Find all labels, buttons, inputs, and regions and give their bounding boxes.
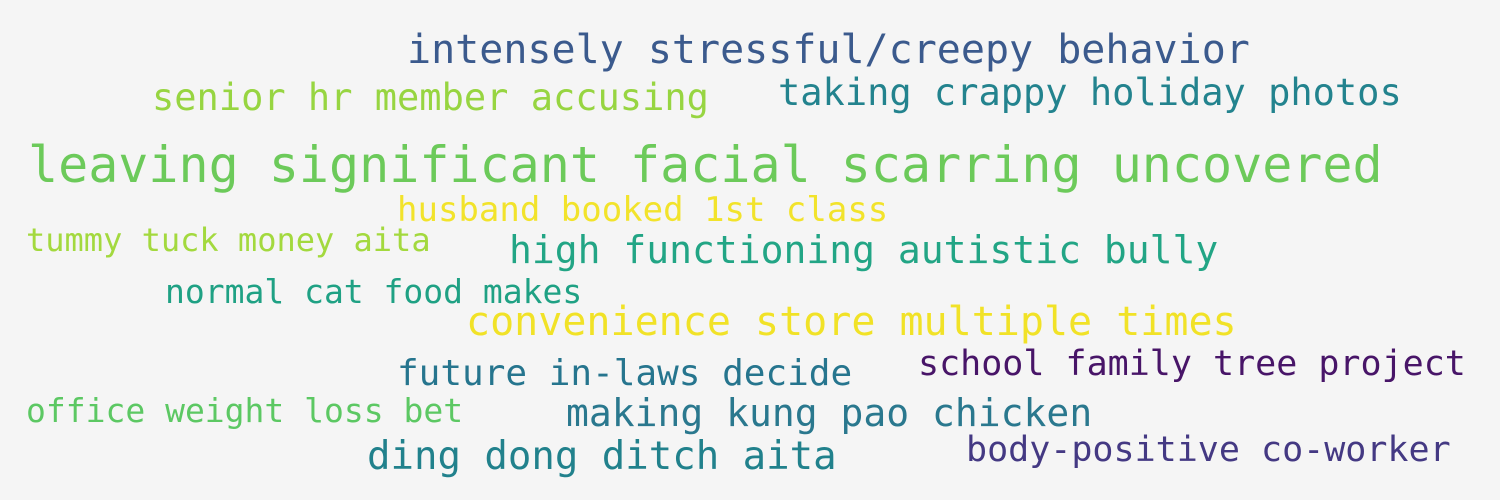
phrase-making-kung-pao-chicken: making kung pao chicken: [566, 391, 1093, 435]
phrase-taking-crappy-holiday-photos: taking crappy holiday photos: [778, 71, 1402, 114]
phrase-office-weight-loss-bet: office weight loss bet: [26, 391, 464, 430]
phrase-high-functioning-autistic-bully: high functioning autistic bully: [509, 228, 1219, 272]
phrase-normal-cat-food-makes: normal cat food makes: [165, 272, 583, 311]
phrase-school-family-tree-project: school family tree project: [918, 344, 1466, 384]
phrase-senior-hr-member-accusing: senior hr member accusing: [152, 76, 709, 119]
phrase-future-in-laws-decide: future in-laws decide: [397, 353, 853, 394]
phrase-convenience-store-multiple-times: convenience store multiple times: [466, 299, 1237, 345]
phrase-intensely-stressful-creepy-behavior: intensely stressful/creepy behavior: [407, 27, 1250, 73]
phrase-ding-dong-ditch-aita: ding dong ditch aita: [367, 434, 837, 479]
phrase-leaving-significant-facial-scarring-uncovered: leaving significant facial scarring unco…: [28, 136, 1383, 194]
phrase-husband-booked-1st-class: husband booked 1st class: [397, 190, 889, 230]
phrase-tummy-tuck-money-aita: tummy tuck money aita: [26, 221, 431, 259]
phrase-body-positive-co-worker: body-positive co-worker: [966, 430, 1451, 470]
